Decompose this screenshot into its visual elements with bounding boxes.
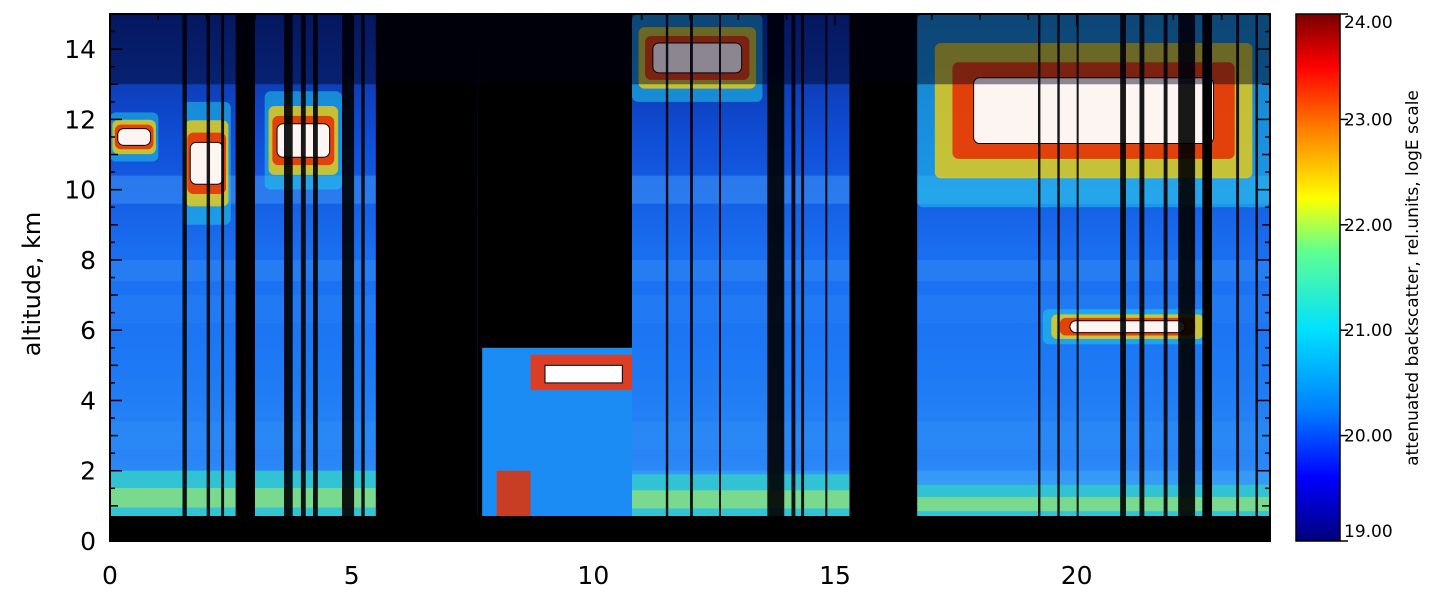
no-data-regions xyxy=(235,14,1212,541)
dropout-streak xyxy=(1076,14,1079,541)
cloud-layer xyxy=(110,112,159,162)
cloud-layer xyxy=(1042,309,1212,345)
dropout-streak xyxy=(665,14,669,541)
x-tick-label: 0 xyxy=(102,561,118,590)
x-tick-label: 20 xyxy=(1061,561,1093,590)
y-tick-label: 6 xyxy=(80,316,96,345)
dropout-streak xyxy=(206,14,211,541)
dropout-streak xyxy=(1255,14,1258,541)
noise-zone xyxy=(110,14,1270,85)
y-tick-label: 0 xyxy=(80,527,96,556)
dropout-streak xyxy=(1038,14,1041,541)
colorbar-tick-label: 20.00 xyxy=(1344,427,1393,447)
dropout-streak xyxy=(1163,14,1168,541)
colorbar-tick-label: 19.00 xyxy=(1344,522,1393,542)
x-axis: 0 5 10 15 20 xyxy=(102,14,1271,590)
x-tick-label: 5 xyxy=(344,561,360,590)
dropout-streak xyxy=(1057,14,1060,541)
y-tick-label: 8 xyxy=(80,246,96,275)
colorbar: 24.00 23.00 22.00 21.00 20.00 19.00 attenuate… xyxy=(1295,13,1423,542)
dropout-streak xyxy=(791,14,796,541)
colorbar-tick-label: 24.00 xyxy=(1344,13,1393,33)
colorbar-tick-label: 22.00 xyxy=(1344,216,1393,236)
dropout-streak xyxy=(1120,14,1126,541)
y-tick-label: 12 xyxy=(64,105,96,134)
low-cloud-core xyxy=(496,470,531,517)
y-axis-label: altitude, km xyxy=(18,212,46,357)
colorbar-tick-label: 21.00 xyxy=(1344,321,1393,341)
dropout-streak xyxy=(361,14,365,541)
plot-area xyxy=(110,14,1270,541)
dropout-streak xyxy=(284,14,293,541)
colorbar-ticks: 24.00 23.00 22.00 21.00 20.00 19.00 xyxy=(1340,13,1393,542)
y-tick-label: 2 xyxy=(80,457,96,486)
mid-cloud-saturated xyxy=(544,364,623,384)
no-data-region xyxy=(375,14,478,541)
x-tick-label: 10 xyxy=(577,561,609,590)
cloud-layer xyxy=(632,474,850,520)
dropout-streak xyxy=(801,14,805,541)
no-data-region xyxy=(235,14,255,541)
no-data-region xyxy=(1202,14,1212,541)
dropout-streak xyxy=(342,14,355,541)
dropout-streak xyxy=(825,14,828,541)
no-data-region xyxy=(849,14,918,541)
dropout-streak xyxy=(1139,14,1145,541)
colorbar-tick-label: 23.00 xyxy=(1344,110,1393,130)
dropout-streak xyxy=(719,14,721,541)
colorbar-title: attenuated backscatter, rel.units, logE … xyxy=(1403,90,1423,466)
y-axis: 0 2 4 6 8 10 12 14 xyxy=(64,13,1270,556)
colorbar-gradient xyxy=(1295,13,1341,542)
y-tick-label: 14 xyxy=(64,35,96,64)
x-tick-label: 15 xyxy=(819,561,851,590)
dropout-streak xyxy=(221,14,225,541)
dropout-streak xyxy=(300,14,306,541)
dropout-streak xyxy=(1236,14,1240,541)
dropout-streak xyxy=(1178,14,1196,541)
y-tick-label: 10 xyxy=(64,176,96,205)
dropout-streak xyxy=(182,14,187,541)
cloud-layer xyxy=(917,484,1270,520)
dropout-streak xyxy=(313,14,318,541)
dropout-streak xyxy=(767,14,785,541)
dropout-streak xyxy=(690,14,693,541)
y-tick-label: 4 xyxy=(80,386,96,415)
